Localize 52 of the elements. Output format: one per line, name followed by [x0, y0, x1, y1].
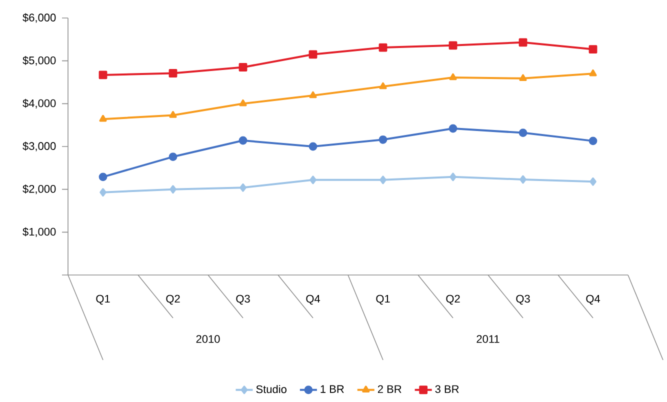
- point: [589, 69, 597, 76]
- x-tick-label: Q2: [166, 294, 180, 305]
- point: [99, 114, 107, 122]
- point: [520, 175, 526, 184]
- point: [518, 128, 528, 137]
- point: [448, 41, 458, 50]
- point: [519, 74, 527, 81]
- x-tick-label: Q3: [516, 294, 530, 305]
- point: [308, 50, 318, 59]
- x-tick-label: Q4: [586, 294, 600, 305]
- point: [238, 136, 248, 145]
- y-tick-label: $3,000: [22, 142, 56, 152]
- point: [449, 73, 457, 80]
- x-tick-label: Q4: [306, 294, 320, 305]
- point: [98, 70, 108, 80]
- point: [450, 172, 456, 182]
- point: [98, 172, 108, 182]
- point: [310, 176, 316, 184]
- point: [448, 124, 458, 133]
- legend-label: Studio: [256, 385, 286, 394]
- point: [239, 99, 247, 106]
- legend-label: 3 BR: [435, 385, 459, 394]
- legend-label: 2 BR: [378, 385, 402, 393]
- point: [518, 38, 528, 47]
- legend-label: 1 BR: [320, 385, 344, 393]
- point: [378, 135, 388, 144]
- x-tick-label: Q3: [236, 294, 250, 305]
- point: [379, 82, 387, 90]
- point: [170, 185, 176, 194]
- y-tick-label: $1,000: [22, 227, 56, 237]
- point: [169, 111, 177, 118]
- point: [100, 188, 106, 197]
- point: [588, 45, 598, 54]
- point: [588, 136, 598, 146]
- point: [309, 91, 317, 98]
- point: [240, 183, 246, 192]
- point: [380, 176, 386, 184]
- point: [168, 152, 178, 161]
- y-tick-label: $5,000: [22, 56, 56, 66]
- x-tick-label: Q1: [96, 294, 110, 305]
- x-tick-label: Q2: [446, 294, 460, 305]
- y-tick-label: $2,000: [22, 184, 56, 194]
- point: [308, 142, 318, 151]
- point: [168, 69, 178, 78]
- text: 2011: [476, 335, 500, 343]
- point: [238, 63, 248, 72]
- text: 2010: [196, 335, 220, 343]
- point: [590, 177, 596, 186]
- y-tick-label: $6,000: [22, 13, 56, 23]
- x-tick-label: Q1: [376, 294, 390, 305]
- point: [378, 43, 388, 52]
- y-tick-label: $4,000: [22, 98, 56, 108]
